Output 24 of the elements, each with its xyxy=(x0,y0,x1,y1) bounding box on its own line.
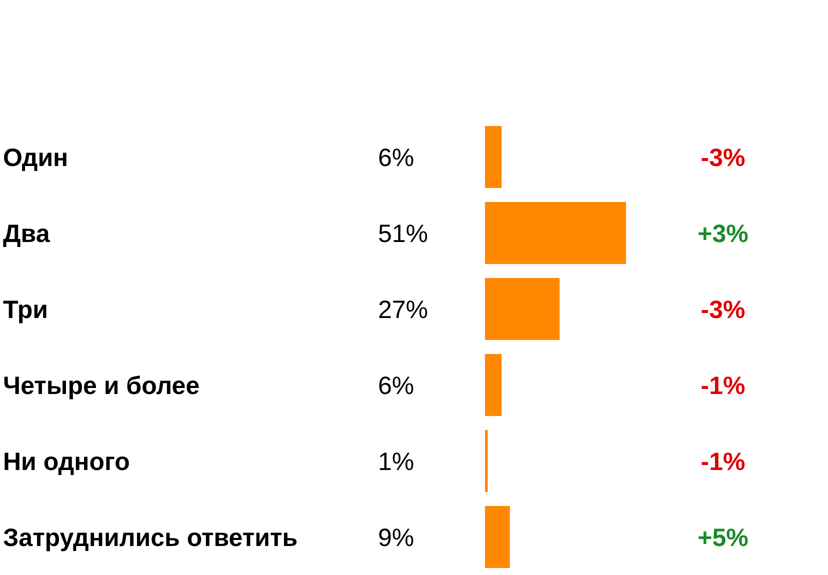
data-label: 1% xyxy=(378,448,414,476)
y-tick-label: Два xyxy=(3,220,51,248)
bar xyxy=(485,278,560,340)
text: +3% xyxy=(698,220,748,248)
bar xyxy=(485,126,502,188)
bar xyxy=(485,202,626,264)
bar xyxy=(485,506,510,568)
data-label: 51% xyxy=(378,220,428,248)
data-label: 6% xyxy=(378,372,414,400)
y-tick-label: Три xyxy=(3,296,48,324)
data-label: 27% xyxy=(378,296,428,324)
data-label: 6% xyxy=(378,144,414,172)
bar xyxy=(485,430,488,492)
text: +5% xyxy=(698,524,748,552)
text: -1% xyxy=(700,448,746,476)
text: -3% xyxy=(700,296,746,324)
text: -3% xyxy=(700,144,746,172)
y-tick-label: Затруднились ответить xyxy=(3,524,298,552)
bar xyxy=(485,354,502,416)
y-tick-label: Четыре и более xyxy=(3,372,200,400)
y-tick-label: Один xyxy=(3,144,68,172)
text: -1% xyxy=(700,372,746,400)
y-tick-label: Ни одного xyxy=(3,448,130,476)
data-label: 9% xyxy=(378,524,414,552)
